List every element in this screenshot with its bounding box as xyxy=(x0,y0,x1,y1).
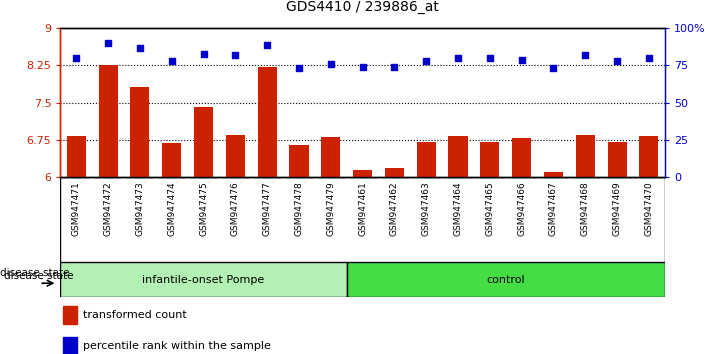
Bar xyxy=(385,168,404,177)
Text: GSM947472: GSM947472 xyxy=(104,181,112,236)
Text: percentile rank within the sample: percentile rank within the sample xyxy=(83,341,272,351)
Point xyxy=(70,55,82,61)
Point xyxy=(484,55,496,61)
Text: disease state: disease state xyxy=(0,268,70,278)
Bar xyxy=(321,137,341,177)
Text: GDS4410 / 239886_at: GDS4410 / 239886_at xyxy=(286,0,439,14)
Point xyxy=(389,64,400,70)
Text: GSM947479: GSM947479 xyxy=(326,181,336,236)
Point xyxy=(325,61,336,67)
Point xyxy=(294,65,305,71)
Text: GSM947462: GSM947462 xyxy=(390,181,399,236)
Text: GSM947467: GSM947467 xyxy=(549,181,558,236)
Point xyxy=(579,52,591,58)
Bar xyxy=(576,135,595,177)
Bar xyxy=(60,262,347,297)
Bar xyxy=(63,337,77,354)
Point xyxy=(643,55,655,61)
Text: GSM947470: GSM947470 xyxy=(644,181,653,236)
Text: GSM947461: GSM947461 xyxy=(358,181,367,236)
Point xyxy=(166,58,178,64)
Text: GSM947473: GSM947473 xyxy=(136,181,144,236)
Bar xyxy=(353,170,372,177)
Text: control: control xyxy=(486,275,525,285)
Bar xyxy=(544,172,563,177)
Text: GSM947466: GSM947466 xyxy=(517,181,526,236)
Bar xyxy=(481,142,499,177)
Bar xyxy=(512,138,531,177)
Text: GSM947469: GSM947469 xyxy=(613,181,621,236)
Text: GSM947465: GSM947465 xyxy=(486,181,494,236)
Text: GSM947468: GSM947468 xyxy=(581,181,589,236)
Text: infantile-onset Pompe: infantile-onset Pompe xyxy=(142,275,264,285)
Text: GSM947471: GSM947471 xyxy=(72,181,81,236)
Text: GSM947475: GSM947475 xyxy=(199,181,208,236)
Point xyxy=(134,45,146,51)
Point xyxy=(102,40,114,46)
Bar xyxy=(130,87,149,177)
Bar xyxy=(417,142,436,177)
Text: transformed count: transformed count xyxy=(83,310,187,320)
Bar xyxy=(449,136,468,177)
Bar xyxy=(194,107,213,177)
Text: GSM947476: GSM947476 xyxy=(231,181,240,236)
Bar xyxy=(63,306,77,324)
Bar xyxy=(639,136,658,177)
Text: GSM947477: GSM947477 xyxy=(262,181,272,236)
Point xyxy=(420,58,432,64)
Point xyxy=(198,51,209,56)
Bar xyxy=(257,67,277,177)
Text: disease state: disease state xyxy=(4,271,73,281)
Text: GSM947464: GSM947464 xyxy=(454,181,463,236)
Bar xyxy=(289,145,309,177)
Bar xyxy=(67,136,86,177)
Point xyxy=(357,64,368,70)
Point xyxy=(452,55,464,61)
Point xyxy=(516,57,528,62)
Bar xyxy=(162,143,181,177)
Point xyxy=(230,52,241,58)
Bar xyxy=(347,262,665,297)
Bar xyxy=(607,142,626,177)
Point xyxy=(547,65,559,71)
Point xyxy=(262,42,273,47)
Text: GSM947474: GSM947474 xyxy=(167,181,176,236)
Bar xyxy=(226,135,245,177)
Text: GSM947478: GSM947478 xyxy=(294,181,304,236)
Text: GSM947463: GSM947463 xyxy=(422,181,431,236)
Point xyxy=(611,58,623,64)
Bar xyxy=(99,65,118,177)
